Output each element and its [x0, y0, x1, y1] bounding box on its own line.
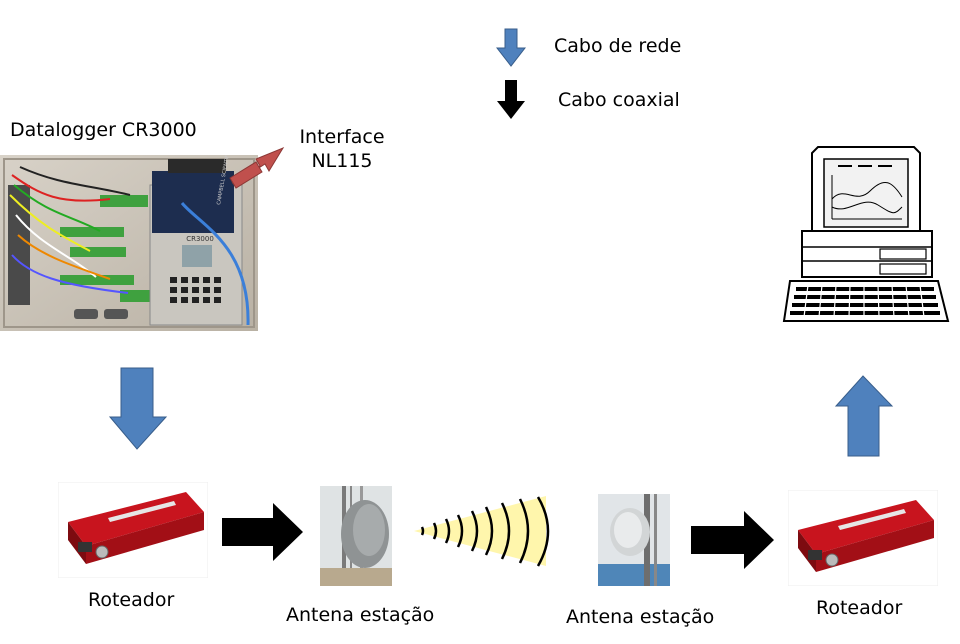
wireless-signal	[412, 494, 556, 568]
computer-illustration	[782, 145, 952, 327]
antenna-left-photo	[320, 486, 392, 586]
interface-pointer-arrow	[226, 144, 288, 190]
router-left-label: Roteador	[88, 588, 174, 612]
interface-label-line2: NL115	[290, 149, 394, 173]
coax-cable-legend-arrow	[496, 79, 526, 121]
router-right-photo	[788, 490, 938, 586]
antenna-right-photo	[598, 494, 670, 586]
antenna-right-label: Antena estação	[566, 605, 714, 629]
network-arrow-up	[834, 374, 894, 458]
network-cable-legend-arrow	[496, 28, 526, 68]
router-left-photo	[58, 482, 208, 578]
coax-arrow-1	[221, 502, 305, 562]
coax-cable-legend-label: Cabo coaxial	[558, 88, 680, 112]
network-cable-legend-label: Cabo de rede	[554, 34, 681, 58]
network-arrow-down	[108, 367, 168, 451]
antenna-left-label: Antena estação	[286, 603, 434, 627]
legend: Cabo de rede Cabo coaxial	[490, 24, 710, 124]
coax-arrow-2	[690, 510, 776, 570]
interface-label-line1: Interface	[290, 125, 394, 149]
router-right-label: Roteador	[816, 596, 902, 620]
datalogger-photo: CR3000 CAMPBELL SCIENTIFIC	[0, 155, 258, 331]
datalogger-title: Datalogger CR3000	[10, 118, 197, 142]
interface-label: Interface NL115	[290, 125, 394, 173]
datalogger-panel-text: CR3000	[186, 235, 214, 243]
